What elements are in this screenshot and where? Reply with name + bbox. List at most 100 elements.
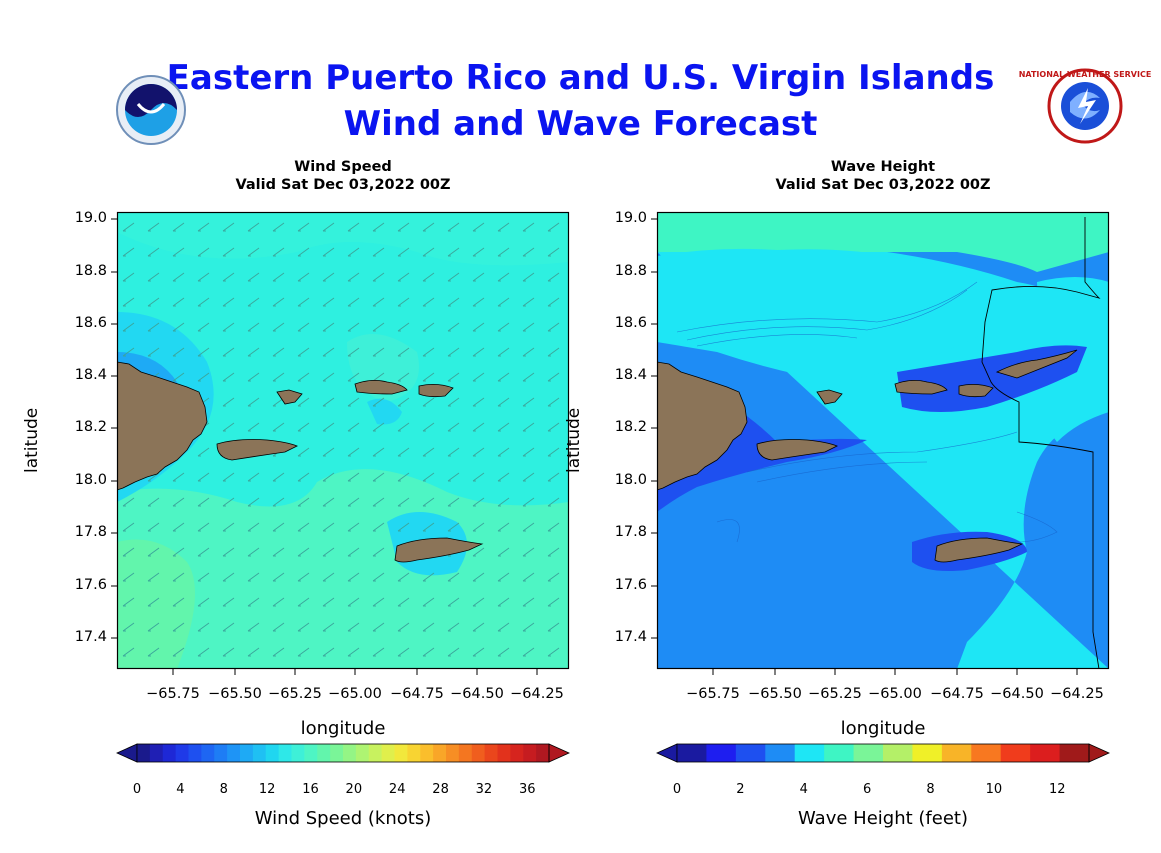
title-line-2: Wind and Wave Forecast (343, 104, 818, 144)
wind-colorbar-segment (368, 744, 383, 762)
wave-colorbar-segment (971, 744, 1002, 762)
wind-colorbar-segment (188, 744, 202, 762)
wave-xtick-label: −64.25 (1050, 686, 1104, 702)
maritime-boundary (981, 217, 1101, 669)
wind-colorbar-segment (175, 744, 189, 762)
wave-colorbar-segment (853, 744, 884, 762)
wind-colorbar-segment (458, 744, 473, 762)
wave-ytick-label: 17.4 (614, 629, 647, 645)
wave-colorbar-segment (706, 744, 737, 762)
wave-ytick-label: 18.8 (614, 263, 647, 279)
wave-ylabel: latitude (564, 407, 584, 473)
noaa-logo (116, 75, 186, 145)
wind-xlabel: longitude (300, 718, 386, 739)
wind-colorbar-segment (381, 744, 395, 762)
wind-colorbar-tick: 36 (519, 782, 536, 797)
wave-xtick-label: −64.50 (990, 686, 1044, 702)
wind-colorbar-tick: 8 (219, 782, 228, 797)
wind-colorbar-segment (278, 744, 292, 762)
wind-colorbar-label: Wind Speed (knots) (254, 808, 432, 829)
st-john-island-wave (958, 384, 994, 398)
wind-ytick-label: 17.6 (74, 577, 107, 593)
wave-colorbar-segment (765, 744, 796, 762)
wave-colorbar-tick: 2 (736, 782, 745, 797)
wave-colorbar-tick: 8 (926, 782, 935, 797)
wind-colorbar-segment (265, 744, 280, 762)
bvi-islands (995, 349, 1078, 379)
wave-xtick-label: −64.75 (930, 686, 984, 702)
wind-ytick-label: 17.4 (74, 629, 107, 645)
wave-ytick-label: 19.0 (614, 210, 647, 226)
wave-colorbar-tick: 4 (799, 782, 808, 797)
vieques-island-wave (756, 439, 838, 461)
wind-colorbar-over (548, 743, 570, 763)
wind-title-line-2: Valid Sat Dec 03,2022 00Z (235, 177, 451, 193)
puerto-rico-landmass (117, 361, 208, 491)
wave-colorbar-segment (1000, 744, 1031, 762)
wind-ytick-label: 17.8 (74, 524, 107, 540)
wave-panel-title: Wave Height Valid Sat Dec 03,2022 00Z (657, 158, 1109, 194)
wind-xtick-label: −65.00 (328, 686, 382, 702)
wind-colorbar-tick: 0 (132, 782, 142, 797)
wind-colorbar-segment (523, 744, 537, 762)
wind-ytick-label: 18.4 (74, 367, 107, 383)
wind-colorbar-tick: 28 (432, 782, 449, 797)
wind-speed-map (116, 211, 570, 670)
wave-ytick-label: 18.2 (614, 419, 647, 435)
wave-ytick-label: 18.0 (614, 472, 647, 488)
wind-colorbar-segment (497, 744, 511, 762)
wave-colorbar-tick: 0 (672, 782, 682, 797)
wind-xtick-label: −64.75 (390, 686, 444, 702)
wind-colorbar-segment (343, 744, 357, 762)
wave-xtick-label: −65.50 (748, 686, 802, 702)
wave-xlabel: longitude (840, 718, 926, 739)
title-line-1: Eastern Puerto Rico and U.S. Virgin Isla… (166, 58, 995, 98)
wind-ytick-label: 18.8 (74, 263, 107, 279)
wind-ytick-label: 18.2 (74, 419, 107, 435)
wind-colorbar-segment (484, 744, 498, 762)
nws-logo-text: NATIONAL WEATHER SERVICE (1019, 70, 1152, 79)
wave-colorbar-tick: 10 (985, 782, 1003, 797)
wave-colorbar-segment (677, 744, 707, 762)
wave-colorbar-segment (794, 744, 825, 762)
wave-ytick-label: 17.6 (614, 577, 647, 593)
vieques-island (216, 439, 298, 461)
wave-colorbar-segment (824, 744, 855, 762)
st-croix-island-wave (934, 537, 1024, 563)
wind-xtick-label: −64.50 (450, 686, 504, 702)
wave-ytick-label: 18.6 (614, 315, 647, 331)
st-croix-island (394, 537, 484, 563)
wind-colorbar-segment (317, 744, 331, 762)
wind-colorbar-segment (162, 744, 177, 762)
wave-colorbar-tick: 12 (1049, 782, 1066, 797)
wind-ytick-label: 18.0 (74, 472, 107, 488)
wave-xtick-label: −65.00 (868, 686, 922, 702)
wind-ytick-label: 18.6 (74, 315, 107, 331)
wave-colorbar-segment (883, 744, 913, 762)
wave-colorbar-tick: 6 (863, 782, 872, 797)
wave-colorbar-label: Wave Height (feet) (798, 808, 968, 829)
wave-colorbar (656, 743, 1110, 763)
wind-colorbar-segment (446, 744, 460, 762)
wind-xtick-label: −65.50 (208, 686, 262, 702)
wave-colorbar-under (656, 743, 678, 763)
culebra-island-wave (816, 389, 843, 405)
wind-colorbar-segment (201, 744, 215, 762)
wind-panel-title: Wind Speed Valid Sat Dec 03,2022 00Z (117, 158, 569, 194)
wind-colorbar-segment (252, 744, 267, 762)
wave-colorbar-segment (912, 744, 943, 762)
wave-height-map (656, 211, 1110, 670)
wind-colorbar-segment (214, 744, 228, 762)
wave-title-line-1: Wave Height (830, 159, 936, 175)
wind-colorbar-segment (407, 744, 421, 762)
st-thomas-island-wave (894, 380, 948, 395)
wind-colorbar-segment (330, 744, 344, 762)
wave-colorbar-segment (735, 744, 766, 762)
wind-colorbar-tick: 4 (176, 782, 185, 797)
wind-colorbar-segment (227, 744, 241, 762)
st-thomas-island (354, 380, 408, 395)
wind-xtick-label: −65.75 (146, 686, 200, 702)
wave-ytick-label: 18.4 (614, 367, 647, 383)
wind-colorbar-tick: 12 (258, 782, 276, 797)
wave-colorbar-over (1088, 743, 1110, 763)
